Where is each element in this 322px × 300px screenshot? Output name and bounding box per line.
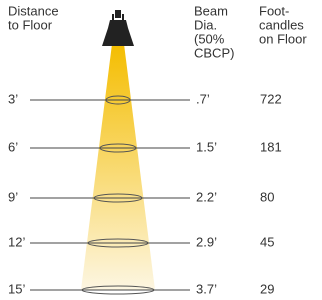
beam-diameter: .7’ (196, 91, 210, 106)
lamp-icon (102, 10, 134, 46)
column-header: Beam (194, 3, 228, 18)
beam-diagram: Distanceto Floor BeamDia.(50%CBCP) Foot-ca… (0, 0, 322, 300)
distance-label: 9’ (8, 189, 18, 204)
footcandles-value: 181 (260, 139, 282, 154)
beam-diameter: 2.2’ (196, 189, 217, 204)
beam-diameter: 1.5’ (196, 139, 217, 154)
footcandles-value: 45 (260, 234, 274, 249)
column-header: on Floor (259, 31, 307, 46)
column-header: to Floor (8, 17, 53, 32)
footcandles-value: 29 (260, 281, 274, 296)
column-header: (50% (194, 31, 225, 46)
light-cone (81, 44, 155, 290)
distance-label: 12’ (8, 234, 25, 249)
footcandles-value: 80 (260, 189, 274, 204)
column-header: Distance (8, 3, 59, 18)
distance-label: 15’ (8, 281, 25, 296)
beam-diameter: 3.7’ (196, 281, 217, 296)
footcandles-value: 722 (260, 91, 282, 106)
distance-label: 6’ (8, 139, 18, 154)
column-header: Dia. (194, 17, 217, 32)
column-header: candles (259, 17, 304, 32)
distance-label: 3’ (8, 91, 18, 106)
column-header: Foot- (259, 3, 289, 18)
column-header: CBCP) (194, 45, 234, 60)
beam-diameter: 2.9’ (196, 234, 217, 249)
